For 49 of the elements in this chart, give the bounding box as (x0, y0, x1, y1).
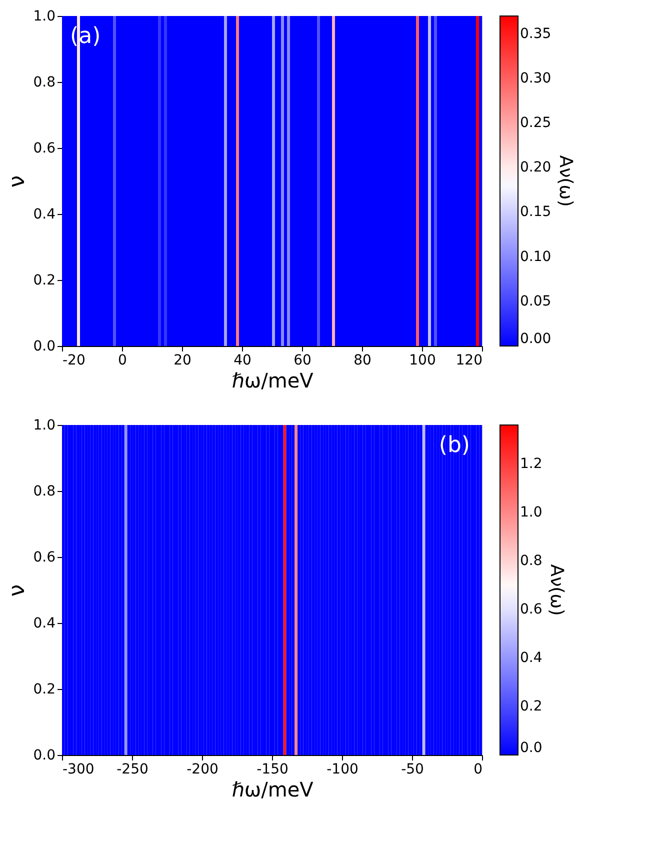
y-axis-title: ν (5, 175, 30, 188)
y-tick-label: 0.8 (33, 74, 56, 90)
y-tick-label: 0.0 (33, 338, 56, 354)
color-bar-label: 0.4 (520, 650, 542, 666)
annotation: (b) (438, 433, 470, 458)
x-tick-label: 20 (174, 352, 192, 368)
color-bar-label: 0.2 (520, 698, 542, 714)
x-tick-label: 100 (409, 352, 436, 368)
color-bar-label: 0.8 (520, 552, 542, 569)
color-bar-label: 0.30 (520, 70, 552, 86)
y-tick-label: 0.6 (33, 140, 56, 156)
x-tick-label: 0 (118, 352, 127, 368)
x-tick-label: -300 (62, 762, 94, 778)
color-bar-label: 0.20 (520, 160, 552, 176)
color-bar-label: 0.05 (520, 293, 552, 310)
y-tick-label: 0.2 (33, 272, 56, 288)
y-tick-label: 0.8 (33, 484, 56, 500)
color-bar-label: 0.0 (520, 740, 542, 756)
x-tick-label: -200 (186, 762, 218, 778)
y-tick-label: 0.0 (33, 748, 56, 764)
color-bar-label: 0.10 (520, 248, 552, 265)
y-tick-label: 0.6 (33, 550, 56, 566)
x-tick-label: 40 (234, 352, 252, 368)
y-tick-label: 0.4 (33, 206, 56, 222)
x-tick-label: 80 (354, 352, 372, 368)
x-tick-label: -50 (401, 762, 424, 778)
color-bar-label: 0.15 (520, 204, 552, 220)
y-tick-label: 0.4 (33, 616, 56, 632)
x-tick-label: -150 (256, 762, 288, 778)
y-tick-label: 1.0 (33, 8, 56, 24)
color-bar-label: 1.2 (520, 456, 542, 472)
x-axis-title: ℏω/meV (232, 778, 314, 802)
color-bar-label: 1.0 (520, 504, 542, 520)
color-bar-label: 0.35 (520, 26, 552, 42)
y-tick-label: 1.0 (33, 418, 56, 434)
x-tick-label: 120 (456, 352, 482, 368)
color-bar-label: 0.6 (520, 601, 542, 618)
color-bar-label: 0.25 (520, 115, 552, 132)
x-axis-title: ℏω/meV (232, 368, 314, 392)
color-bar-title: Aν(ω) (555, 155, 576, 207)
x-tick-label: 60 (294, 352, 312, 368)
x-tick-label: -100 (326, 762, 358, 778)
x-tick-label: 0 (474, 762, 482, 778)
y-axis-title: ν (5, 584, 30, 597)
color-bar-title: Aν(ω) (546, 564, 567, 616)
x-tick-label: -20 (62, 352, 86, 368)
color-bar-label: 0.00 (520, 331, 552, 347)
x-tick-label: -250 (116, 762, 148, 778)
y-tick-label: 0.2 (33, 682, 56, 698)
